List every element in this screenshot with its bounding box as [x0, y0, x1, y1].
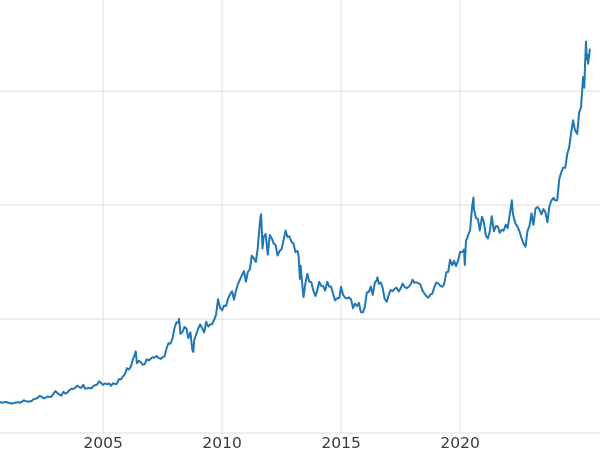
- x-tick-label: 2020: [440, 434, 479, 450]
- x-tick-label: 2010: [202, 434, 241, 450]
- x-tick-label: 2005: [83, 434, 122, 450]
- price-line: [0, 40, 591, 405]
- x-tick-label: 2015: [321, 434, 360, 450]
